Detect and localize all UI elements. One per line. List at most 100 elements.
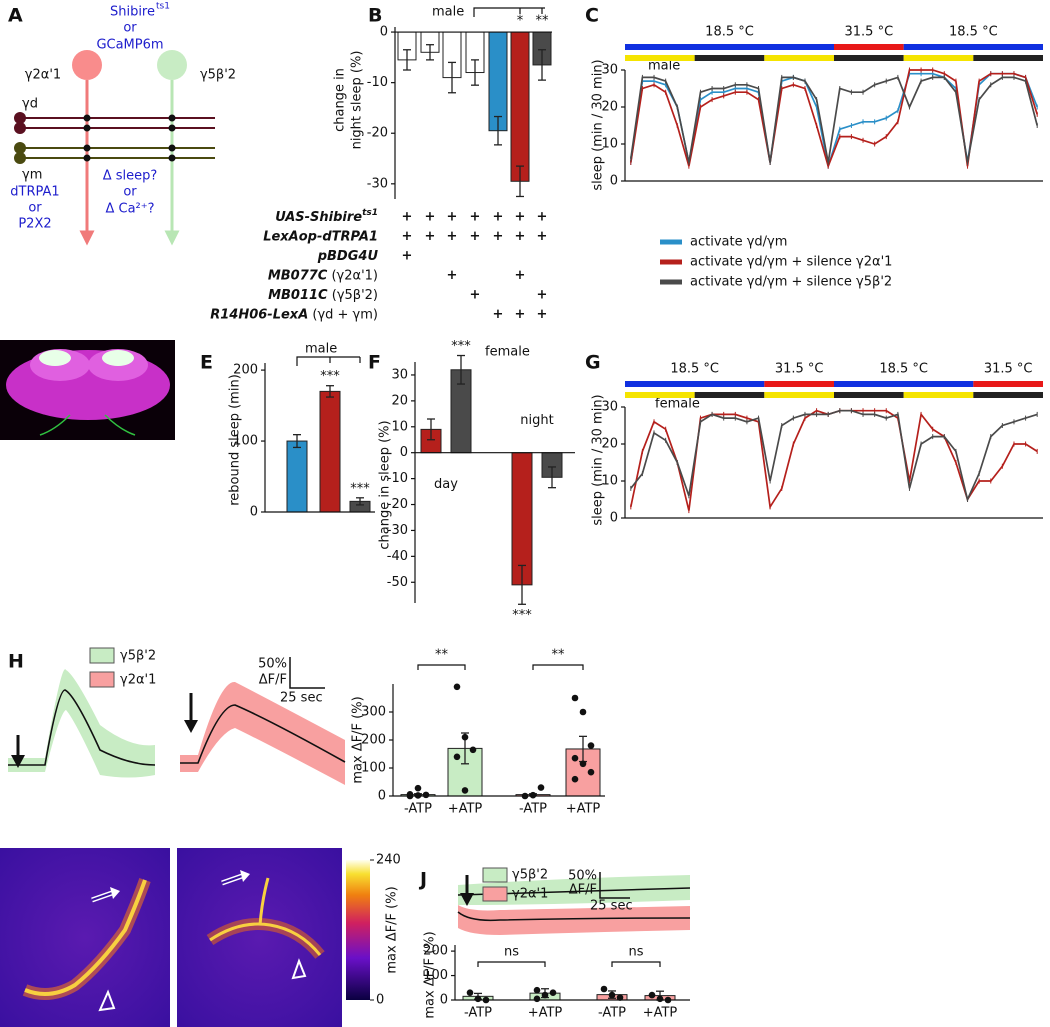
genotype-mark: + — [447, 210, 458, 225]
temperature-bar — [764, 381, 834, 387]
y-tick-label: 30 — [391, 367, 408, 382]
genotype-label: UAS-Shibirets1 — [275, 208, 378, 225]
light-bar — [764, 392, 834, 398]
data-point — [571, 694, 579, 702]
legend-label: activate γd/γm — [690, 235, 787, 250]
genotype-sup: ts1 — [362, 208, 378, 218]
x-tick-label: +ATP — [448, 802, 483, 817]
x-tick-label: -ATP — [404, 802, 432, 817]
data-point — [469, 746, 477, 754]
data-point — [541, 991, 549, 999]
genotype-mark: + — [537, 210, 548, 225]
bracket — [417, 664, 466, 670]
colorbar-tick-label: 240 — [376, 853, 401, 868]
panel-label: E — [200, 352, 213, 374]
label: Δ sleep? — [103, 169, 158, 184]
y-tick-label: 0 — [380, 25, 388, 40]
genotype-name: LexAop-dTRPA1 — [263, 229, 378, 244]
data-point — [533, 995, 541, 1003]
y-tick-label: 200 — [423, 944, 448, 959]
label: γ5β'2 — [200, 68, 236, 83]
light-bar — [903, 55, 974, 61]
temperature-label: 31.5 °C — [775, 362, 824, 377]
genotype-mark: + — [515, 210, 526, 225]
data-point — [461, 787, 469, 794]
genotype-mark: + — [515, 307, 526, 322]
legend-label: activate γd/γm + silence γ2α'1 — [690, 255, 892, 270]
x-tick-label: -ATP — [464, 1006, 492, 1021]
label: or — [123, 21, 137, 36]
y-tick-label: 0 — [250, 505, 258, 520]
data-point — [461, 733, 469, 741]
genotype-mark: + — [402, 249, 413, 264]
temperature-bar — [973, 381, 1043, 387]
data-point — [422, 791, 430, 799]
colorbar-tick-label: 0 — [376, 993, 384, 1008]
y-axis-label: max ΔF/F (%) — [351, 696, 366, 783]
scale-label: 25 sec — [590, 899, 633, 914]
significance: ** — [536, 14, 550, 29]
bracket — [611, 961, 661, 967]
light-bar — [973, 55, 1043, 61]
label: γd — [22, 97, 38, 112]
label: or — [123, 185, 137, 200]
data-point — [648, 991, 656, 999]
bar — [319, 390, 341, 513]
annotation: female — [485, 345, 530, 360]
scale-label: ΔF/F — [259, 673, 287, 688]
panel-label: J — [418, 869, 427, 891]
data-point — [579, 708, 587, 716]
y-axis-label: sleep (min / 30 min) — [591, 394, 606, 525]
significance: ns — [628, 945, 643, 960]
y-tick-label: 0 — [400, 445, 408, 460]
label: ts1 — [156, 2, 170, 12]
legend-label: γ2α'1 — [120, 673, 156, 688]
label: dTRPA1 — [10, 185, 59, 200]
significance: ** — [435, 648, 449, 663]
legend-label: γ2α'1 — [512, 887, 548, 902]
bracket — [532, 664, 584, 670]
data-point — [656, 995, 664, 1003]
genotype-mark: + — [537, 229, 548, 244]
label: γm — [22, 168, 42, 183]
light-bar — [764, 55, 834, 61]
genotype-label: R14H06-LexA (γd + γm) — [210, 307, 378, 322]
genotype-mark: + — [537, 307, 548, 322]
y-tick-label: 300 — [361, 705, 386, 720]
y-tick-label: 100 — [361, 761, 386, 776]
temperature-label: 18.5 °C — [949, 25, 998, 40]
heatmaps — [0, 848, 370, 1027]
y-axis-label: change in sleep (%) — [378, 420, 393, 549]
genotype-name: MB011C — [268, 288, 328, 303]
bracket — [477, 961, 546, 967]
x-tick-label: +ATP — [643, 1006, 678, 1021]
legend-label: activate γd/γm + silence γ5β'2 — [690, 275, 892, 290]
data-point — [616, 994, 624, 1001]
genotype-mark: + — [402, 210, 413, 225]
group-label: night — [520, 413, 553, 428]
label: Δ Ca²⁺? — [105, 202, 154, 217]
temperature-bar — [625, 44, 834, 50]
series-line — [629, 76, 1039, 163]
y-axis-label: rebound sleep (min) — [228, 374, 243, 506]
light-bar — [834, 392, 904, 398]
genotype-label: pBDG4U — [317, 249, 379, 264]
annotation: female — [655, 397, 700, 412]
genotype-mark: + — [515, 229, 526, 244]
genotype-label: LexAop-dTRPA1 — [263, 229, 378, 244]
genotype-note: (γd + γm) — [308, 307, 378, 322]
bar — [510, 31, 530, 182]
genotype-name: MB077C — [268, 268, 328, 283]
y-tick-label: 100 — [423, 968, 448, 983]
y-tick-label: 30 — [601, 400, 618, 415]
panel-label: F — [368, 352, 381, 374]
x-tick-label: +ATP — [566, 802, 601, 817]
y-tick-label: 0 — [610, 511, 618, 526]
brain-image — [0, 340, 175, 440]
y-tick-label: 0 — [378, 789, 386, 804]
temperature-bar — [903, 44, 1043, 50]
y-tick-label: -20 — [367, 126, 388, 141]
y-tick-label: -10 — [367, 75, 388, 90]
y-tick-label: 20 — [391, 393, 408, 408]
